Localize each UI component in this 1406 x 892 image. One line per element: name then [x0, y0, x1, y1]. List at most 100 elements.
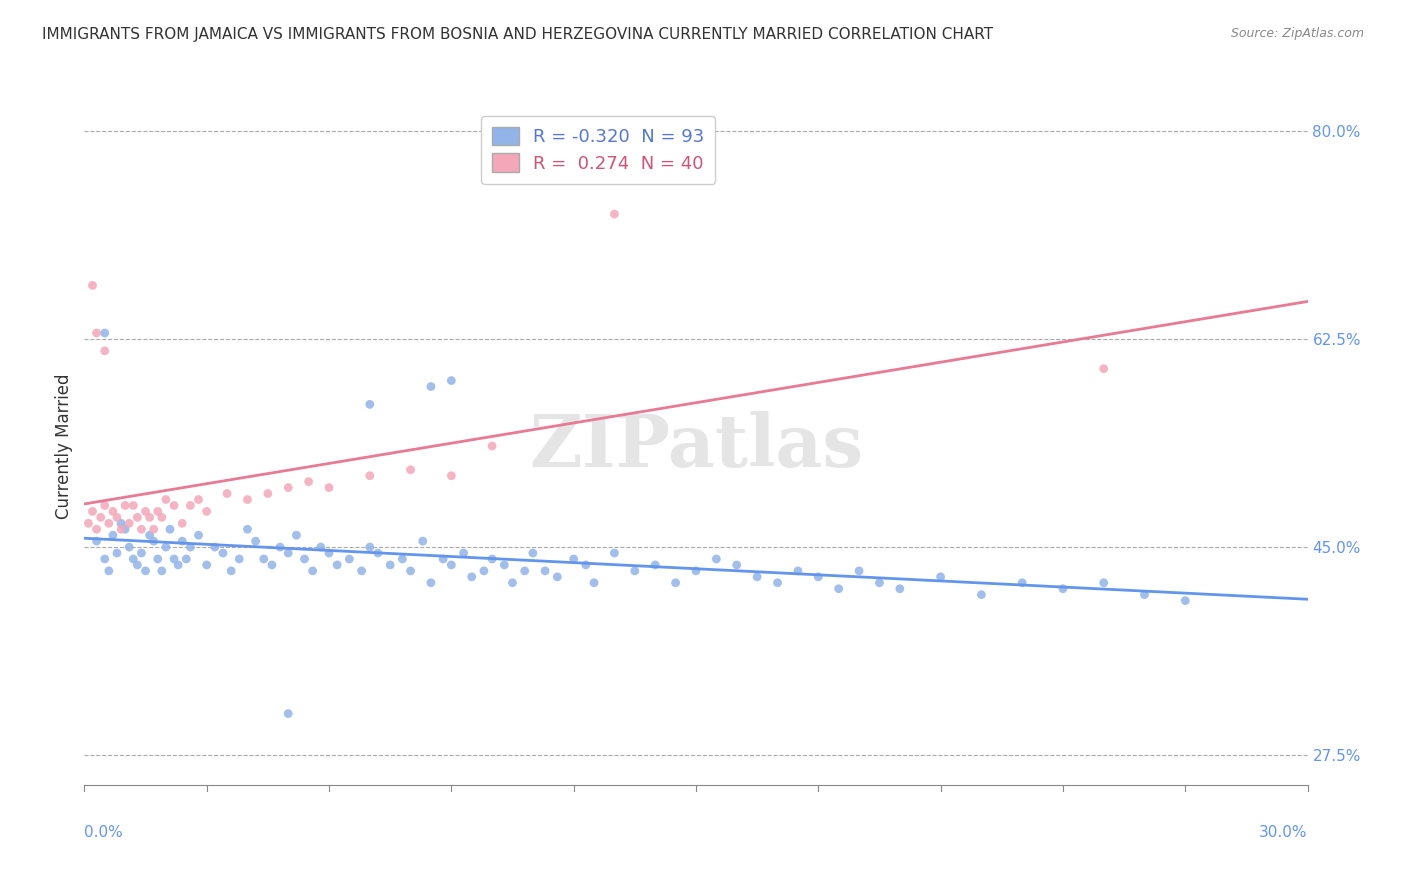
Point: [114, 522, 136, 536]
Point: [301, 564, 323, 578]
Point: [228, 552, 250, 566]
Point: [1174, 593, 1197, 607]
Point: [420, 575, 443, 590]
Point: [219, 564, 242, 578]
Point: [513, 564, 536, 578]
Point: [97, 564, 120, 578]
Point: [90, 510, 112, 524]
Point: [420, 379, 443, 393]
Point: [807, 570, 830, 584]
Point: [562, 552, 585, 566]
Point: [472, 564, 495, 578]
Point: [167, 558, 190, 572]
Point: [105, 510, 128, 524]
Point: [110, 522, 132, 536]
Point: [277, 546, 299, 560]
Point: [174, 552, 197, 566]
Point: [481, 439, 503, 453]
Point: [522, 546, 544, 560]
Point: [1092, 575, 1115, 590]
Point: [970, 588, 993, 602]
Point: [725, 558, 748, 572]
Point: [93, 552, 115, 566]
Point: [82, 278, 104, 293]
Text: IMMIGRANTS FROM JAMAICA VS IMMIGRANTS FROM BOSNIA AND HERZEGOVINA CURRENTLY MARR: IMMIGRANTS FROM JAMAICA VS IMMIGRANTS FR…: [42, 27, 993, 42]
Point: [318, 546, 340, 560]
Text: 0.0%: 0.0%: [84, 825, 124, 840]
Point: [1011, 575, 1033, 590]
Point: [101, 528, 124, 542]
Point: [380, 558, 402, 572]
Point: [481, 552, 503, 566]
Point: [391, 552, 413, 566]
Point: [582, 575, 605, 590]
Point: [827, 582, 849, 596]
Point: [1052, 582, 1074, 596]
Point: [245, 534, 267, 549]
Point: [204, 540, 226, 554]
Point: [146, 504, 169, 518]
Point: [142, 522, 165, 536]
Point: [277, 481, 299, 495]
Point: [212, 546, 235, 560]
Point: [766, 575, 789, 590]
Point: [294, 552, 316, 566]
Point: [432, 552, 454, 566]
Point: [86, 522, 108, 536]
Point: [367, 546, 389, 560]
Point: [101, 504, 124, 518]
Point: [494, 558, 516, 572]
Point: [889, 582, 911, 596]
Point: [745, 570, 768, 584]
Point: [440, 374, 463, 388]
Text: 30.0%: 30.0%: [1260, 825, 1308, 840]
Point: [138, 510, 160, 524]
Point: [195, 504, 218, 518]
Point: [163, 552, 186, 566]
Point: [118, 516, 141, 531]
Point: [77, 516, 100, 531]
Point: [298, 475, 321, 489]
Point: [412, 534, 434, 549]
Point: [159, 522, 181, 536]
Point: [534, 564, 557, 578]
Point: [172, 534, 194, 549]
Point: [118, 540, 141, 554]
Point: [326, 558, 349, 572]
Point: [114, 499, 136, 513]
Point: [93, 326, 115, 340]
Point: [253, 552, 276, 566]
Point: [309, 540, 332, 554]
Point: [105, 546, 128, 560]
Point: [359, 540, 381, 554]
Point: [624, 564, 647, 578]
Point: [848, 564, 870, 578]
Point: [359, 468, 381, 483]
Point: [179, 540, 201, 554]
Point: [135, 504, 157, 518]
Point: [644, 558, 666, 572]
Point: [142, 534, 165, 549]
Point: [236, 492, 259, 507]
Point: [399, 463, 422, 477]
Point: [122, 552, 145, 566]
Point: [440, 558, 463, 572]
Legend: R = -0.320  N = 93, R =  0.274  N = 40: R = -0.320 N = 93, R = 0.274 N = 40: [481, 116, 716, 184]
Point: [172, 516, 194, 531]
Point: [127, 510, 149, 524]
Point: [277, 706, 299, 721]
Point: [318, 481, 340, 495]
Y-axis label: Currently Married: Currently Married: [55, 373, 73, 519]
Point: [285, 528, 308, 542]
Point: [86, 326, 108, 340]
Point: [131, 546, 153, 560]
Point: [187, 528, 209, 542]
Point: [546, 570, 568, 584]
Point: [706, 552, 728, 566]
Point: [195, 558, 218, 572]
Point: [603, 207, 626, 221]
Point: [1133, 588, 1156, 602]
Point: [187, 492, 209, 507]
Point: [135, 564, 157, 578]
Point: [93, 499, 115, 513]
